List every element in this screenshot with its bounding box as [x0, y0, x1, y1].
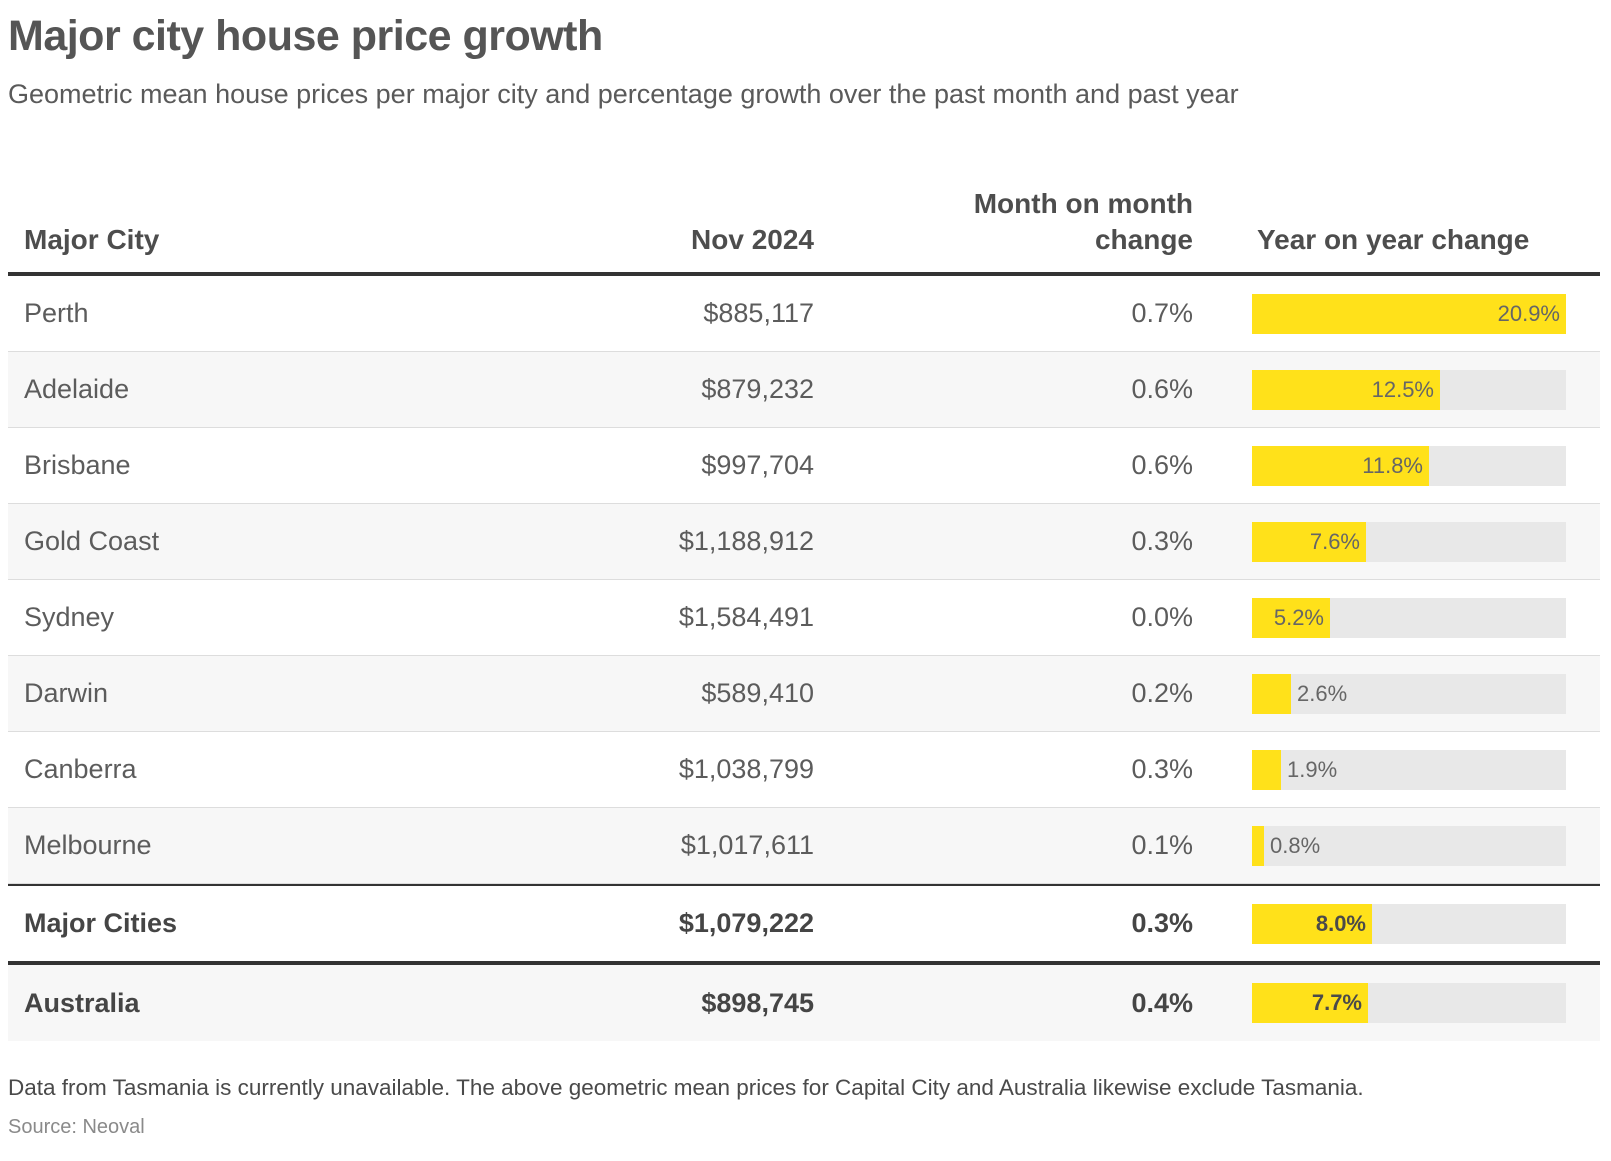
yoy-bar-label: 7.6%: [1309, 528, 1360, 554]
table-row: Darwin $589,410 0.2% 2.6%: [8, 656, 1600, 732]
price-value: $1,584,491: [678, 602, 814, 632]
month-change-value: 0.3%: [1131, 526, 1193, 556]
yoy-bar-track: 0.8%: [1252, 825, 1566, 866]
yoy-bar: [1252, 445, 1429, 486]
month-change-value: 0.2%: [1131, 678, 1193, 708]
price-value: $1,017,611: [680, 830, 814, 860]
yoy-bar-track: 2.6%: [1252, 673, 1566, 714]
month-change-value: 0.3%: [1131, 908, 1193, 938]
header-nov-2024: Nov 2024: [691, 224, 814, 255]
month-change-value: 0.7%: [1131, 298, 1193, 328]
yoy-bar-track: 12.5%: [1252, 369, 1566, 410]
yoy-bar-label: 0.8%: [1270, 832, 1321, 858]
city-name: Canberra: [24, 754, 137, 784]
total-row: Major Cities $1,079,222 0.3% 8.0%: [8, 884, 1600, 961]
table-header: Major City Nov 2024 Month on month chang…: [8, 170, 1600, 276]
yoy-bar-track: 7.6%: [1252, 521, 1566, 562]
yoy-bar-track: 1.9%: [1252, 749, 1566, 790]
price-value: $1,188,912: [678, 526, 814, 556]
month-change-value: 0.0%: [1131, 602, 1193, 632]
total-row: Australia $898,745 0.4% 7.7%: [8, 961, 1600, 1041]
table-row: Perth $885,117 0.7% 20.9%: [8, 276, 1600, 352]
yoy-bar-track: 8.0%: [1252, 903, 1566, 944]
city-name: Darwin: [24, 678, 109, 708]
yoy-bar-label: 11.8%: [1362, 452, 1423, 478]
yoy-bar-track: 5.2%: [1252, 597, 1566, 638]
yoy-bar: [1252, 597, 1330, 638]
yoy-bar-label: 2.6%: [1297, 680, 1348, 706]
header-month-on-month: Month on month change: [973, 188, 1193, 255]
price-value: $1,079,222: [678, 908, 814, 938]
table-row: Adelaide $879,232 0.6% 12.5%: [8, 352, 1600, 428]
yoy-bar: [1252, 369, 1440, 410]
yoy-bar: [1252, 673, 1291, 714]
city-name: Australia: [24, 987, 140, 1018]
yoy-bar-label: 1.9%: [1287, 756, 1338, 782]
table-row: Gold Coast $1,188,912 0.3% 7.6%: [8, 504, 1600, 580]
city-name: Perth: [24, 298, 89, 328]
month-change-value: 0.1%: [1131, 830, 1193, 860]
table-row: Brisbane $997,704 0.6% 11.8%: [8, 428, 1600, 504]
city-name: Brisbane: [24, 450, 131, 480]
city-name: Melbourne: [24, 830, 152, 860]
yoy-bar: [1252, 749, 1281, 790]
price-table: Major City Nov 2024 Month on month chang…: [8, 170, 1600, 1041]
city-name: Adelaide: [24, 374, 130, 404]
price-value: $879,232: [701, 374, 814, 404]
header-year-on-year: Year on year change: [1257, 224, 1530, 255]
month-change-value: 0.3%: [1131, 754, 1193, 784]
chart-title: Major city house price growth: [8, 12, 603, 60]
yoy-bar-track: 11.8%: [1252, 445, 1566, 486]
month-change-value: 0.6%: [1131, 450, 1193, 480]
yoy-bar-label: 5.2%: [1273, 604, 1324, 630]
price-value: $1,038,799: [678, 754, 814, 784]
price-value: $589,410: [701, 678, 814, 708]
city-name: Major Cities: [24, 908, 178, 938]
yoy-bar: [1252, 983, 1368, 1023]
table-row: Sydney $1,584,491 0.0% 5.2%: [8, 580, 1600, 656]
table-row: Melbourne $1,017,611 0.1% 0.8%: [8, 808, 1600, 884]
header-major-city: Major City: [24, 224, 160, 255]
yoy-bar: [1252, 521, 1366, 562]
price-value: $898,745: [701, 987, 814, 1018]
footnote: Data from Tasmania is currently unavaila…: [8, 1075, 1364, 1100]
yoy-bar-label: 7.7%: [1311, 990, 1362, 1015]
price-value: $885,117: [703, 298, 814, 328]
city-name: Sydney: [24, 602, 115, 632]
yoy-bar-label: 12.5%: [1371, 376, 1434, 402]
source-note: Source: Neoval: [8, 1116, 145, 1138]
table-body: Perth $885,117 0.7% 20.9% Adelaide $879,232 0.…: [8, 276, 1600, 1041]
price-value: $997,704: [701, 450, 814, 480]
yoy-bar-track: 20.9%: [1252, 293, 1566, 334]
yoy-bar-track: 7.7%: [1252, 983, 1566, 1023]
chart-subtitle: Geometric mean house prices per major ci…: [8, 79, 1239, 109]
yoy-bar: [1252, 903, 1372, 944]
month-change-value: 0.6%: [1131, 374, 1193, 404]
city-name: Gold Coast: [24, 526, 160, 556]
yoy-bar: [1252, 825, 1264, 866]
yoy-bar-label: 20.9%: [1497, 300, 1560, 326]
table-row: Canberra $1,038,799 0.3% 1.9%: [8, 732, 1600, 808]
yoy-bar: [1252, 293, 1566, 334]
yoy-bar-label: 8.0%: [1315, 910, 1366, 936]
month-change-value: 0.4%: [1131, 987, 1193, 1018]
